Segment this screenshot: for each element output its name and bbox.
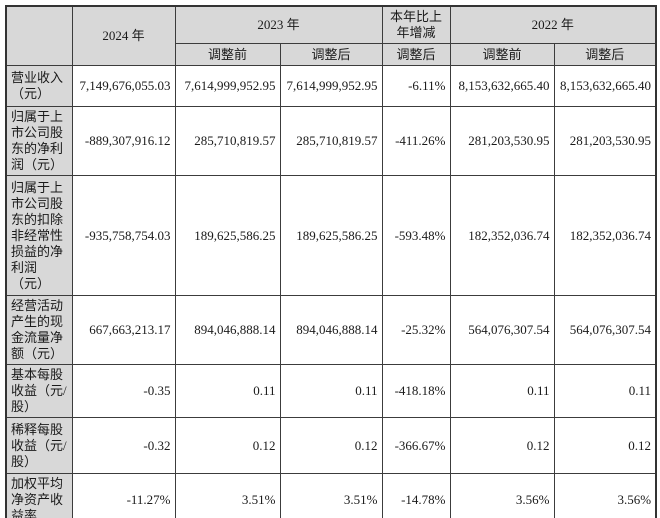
cell-value: 7,614,999,952.95 — [279, 65, 383, 107]
cell-value: 285,710,819.57 — [174, 106, 281, 176]
header-yoy-after: 调整后 — [381, 43, 451, 66]
cell-value: 3.51% — [279, 473, 383, 518]
header-2024: 2024 年 — [71, 5, 176, 66]
cell-value: 564,076,307.54 — [553, 295, 657, 365]
cell-value: 182,352,036.74 — [553, 175, 657, 296]
cell-value: -366.67% — [381, 417, 451, 474]
header-2022: 2022 年 — [449, 5, 657, 44]
cell-value: -0.35 — [71, 364, 176, 418]
cell-value: 182,352,036.74 — [449, 175, 555, 296]
cell-value: -11.27% — [71, 473, 176, 518]
table-row-operating-cash-flow: 经营活动产生的现金流量净额（元） 667,663,213.17 894,046,… — [5, 295, 657, 365]
cell-value: 3.51% — [174, 473, 281, 518]
cell-value: 564,076,307.54 — [449, 295, 555, 365]
header-2023-before: 调整前 — [174, 43, 281, 66]
row-label: 经营活动产生的现金流量净额（元） — [5, 295, 73, 365]
cell-value: -593.48% — [381, 175, 451, 296]
corner-cell — [5, 5, 73, 66]
cell-value: -6.11% — [381, 65, 451, 107]
cell-value: 894,046,888.14 — [279, 295, 383, 365]
cell-value: 189,625,586.25 — [174, 175, 281, 296]
cell-value: 3.56% — [449, 473, 555, 518]
cell-value: 0.11 — [553, 364, 657, 418]
cell-value: 281,203,530.95 — [449, 106, 555, 176]
table-row-revenue: 营业收入（元） 7,149,676,055.03 7,614,999,952.9… — [5, 65, 657, 107]
row-label: 归属于上市公司股东的扣除非经常性损益的净利润（元） — [5, 175, 73, 296]
cell-value: 189,625,586.25 — [279, 175, 383, 296]
cell-value: -14.78% — [381, 473, 451, 518]
cell-value: 8,153,632,665.40 — [449, 65, 555, 107]
cell-value: -889,307,916.12 — [71, 106, 176, 176]
table-row-diluted-eps: 稀释每股收益（元/股） -0.32 0.12 0.12 -366.67% 0.1… — [5, 417, 657, 474]
cell-value: 7,149,676,055.03 — [71, 65, 176, 107]
row-label: 营业收入（元） — [5, 65, 73, 107]
cell-value: 285,710,819.57 — [279, 106, 383, 176]
row-label: 加权平均净资产收益率 — [5, 473, 73, 518]
cell-value: 667,663,213.17 — [71, 295, 176, 365]
table-row-basic-eps: 基本每股收益（元/股） -0.35 0.11 0.11 -418.18% 0.1… — [5, 364, 657, 418]
header-2022-after: 调整后 — [553, 43, 657, 66]
financial-summary-table: 2024 年 2023 年 本年比上年增减 2022 年 调整前 调整后 调整后… — [5, 5, 658, 518]
header-2023-after: 调整后 — [279, 43, 383, 66]
header-2023: 2023 年 — [174, 5, 383, 44]
cell-value: -411.26% — [381, 106, 451, 176]
table-row-net-profit-excl-nonrecurring: 归属于上市公司股东的扣除非经常性损益的净利润（元） -935,758,754.0… — [5, 175, 657, 296]
header-yoy: 本年比上年增减 — [381, 5, 451, 44]
header-row-years: 2024 年 2023 年 本年比上年增减 2022 年 — [5, 5, 657, 66]
cell-value: 8,153,632,665.40 — [553, 65, 657, 107]
header-row-adjust: 调整前 调整后 调整后 调整前 调整后 — [6, 43, 657, 66]
cell-value: -418.18% — [381, 364, 451, 418]
header-2022-before: 调整前 — [449, 43, 555, 66]
row-label: 归属于上市公司股东的净利润（元） — [5, 106, 73, 176]
cell-value: 0.11 — [279, 364, 383, 418]
cell-value: 0.11 — [174, 364, 281, 418]
cell-value: -25.32% — [381, 295, 451, 365]
cell-value: 0.12 — [279, 417, 383, 474]
row-label: 稀释每股收益（元/股） — [5, 417, 73, 474]
cell-value: 0.12 — [174, 417, 281, 474]
cell-value: 0.12 — [449, 417, 555, 474]
cell-value: 0.11 — [449, 364, 555, 418]
cell-value: 7,614,999,952.95 — [174, 65, 281, 107]
cell-value: -0.32 — [71, 417, 176, 474]
table-row-weighted-avg-roe: 加权平均净资产收益率 -11.27% 3.51% 3.51% -14.78% 3… — [5, 473, 657, 518]
cell-value: 281,203,530.95 — [553, 106, 657, 176]
table-row-net-profit: 归属于上市公司股东的净利润（元） -889,307,916.12 285,710… — [5, 106, 657, 176]
cell-value: 894,046,888.14 — [174, 295, 281, 365]
row-label: 基本每股收益（元/股） — [5, 364, 73, 418]
cell-value: -935,758,754.03 — [71, 175, 176, 296]
cell-value: 0.12 — [553, 417, 657, 474]
cell-value: 3.56% — [553, 473, 657, 518]
